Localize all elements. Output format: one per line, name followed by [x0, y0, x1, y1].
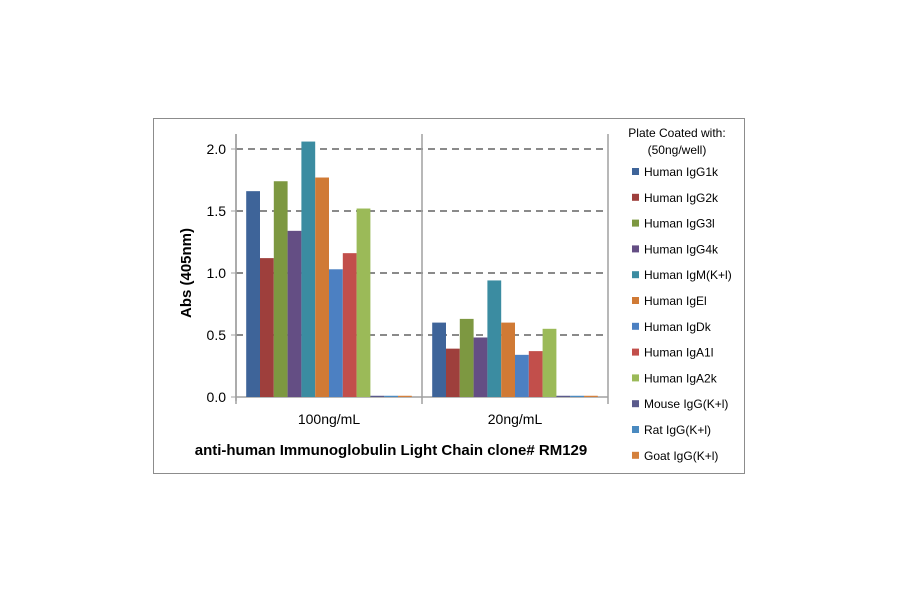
- y-tick-label: 1.0: [207, 265, 227, 281]
- legend-label: Human IgA1l: [644, 346, 713, 360]
- legend-label: Human IgDk: [644, 320, 712, 334]
- legend-label: Human IgG3l: [644, 217, 715, 231]
- bar: [384, 395, 398, 397]
- bar: [515, 354, 529, 397]
- y-tick-label: 1.5: [207, 203, 227, 219]
- chart-frame: [153, 118, 745, 474]
- bar: [356, 208, 371, 397]
- legend-swatch: [632, 271, 639, 279]
- bar: [315, 177, 329, 397]
- x-axis-title: anti-human Immunoglobulin Light Chain cl…: [195, 442, 588, 459]
- legend-label: Human IgG2k: [644, 191, 719, 205]
- legend-swatch: [632, 374, 639, 382]
- legend-label: Human IgG1k: [644, 165, 719, 179]
- bar: [459, 318, 474, 397]
- bar: [342, 253, 357, 397]
- bar: [570, 395, 584, 397]
- bar: [542, 328, 557, 397]
- bar: [501, 322, 515, 397]
- bar: [329, 269, 343, 397]
- y-tick-label: 0.0: [207, 389, 227, 405]
- x-tick-label: 20ng/mL: [488, 411, 543, 427]
- legend-swatch: [632, 297, 639, 304]
- legend-swatch: [632, 322, 639, 330]
- bar: [432, 322, 446, 397]
- bar: [370, 395, 385, 397]
- legend-swatch: [632, 193, 639, 201]
- y-tick-label: 2.0: [207, 141, 227, 157]
- legend-label: Goat IgG(K+l): [644, 449, 718, 463]
- bar: [260, 258, 274, 397]
- bar: [446, 348, 460, 397]
- bar: [273, 181, 288, 397]
- bar: [287, 230, 302, 397]
- bar: [528, 351, 543, 397]
- y-tick-label: 0.5: [207, 327, 227, 343]
- legend-swatch: [632, 348, 639, 356]
- legend-swatch: [632, 168, 639, 175]
- legend-title: Plate Coated with:: [628, 126, 725, 140]
- legend-swatch: [632, 400, 639, 408]
- bar: [556, 395, 571, 397]
- legend-swatch: [632, 219, 639, 227]
- bar: [301, 141, 316, 397]
- legend-swatch: [632, 426, 639, 433]
- legend-label: Mouse IgG(K+l): [644, 397, 728, 411]
- legend-label: Rat IgG(K+l): [644, 423, 711, 437]
- legend-label: Human IgEl: [644, 294, 707, 308]
- legend-label: Human IgM(K+l): [644, 268, 732, 282]
- bar: [398, 395, 412, 397]
- x-tick-label: 100ng/mL: [298, 411, 360, 427]
- bar: [584, 395, 598, 397]
- legend-label: Human IgA2k: [644, 371, 718, 385]
- legend-label: Human IgG4k: [644, 242, 719, 256]
- y-axis-title: Abs (405nm): [178, 228, 195, 318]
- bar: [473, 337, 488, 397]
- legend-title: (50ng/well): [648, 143, 707, 157]
- bar: [246, 191, 260, 397]
- legend-swatch: [632, 245, 639, 253]
- legend-swatch: [632, 451, 639, 459]
- bar: [487, 280, 502, 397]
